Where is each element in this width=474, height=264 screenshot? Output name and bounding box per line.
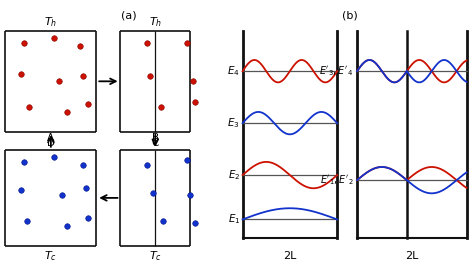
Text: $E'_3,E'_4$: $E'_3,E'_4$ <box>319 64 353 78</box>
Text: $T_h$: $T_h$ <box>149 16 162 29</box>
Text: 2L: 2L <box>405 251 419 261</box>
Text: $E_4$: $E_4$ <box>228 64 240 78</box>
Text: $T_c$: $T_c$ <box>149 249 162 263</box>
Text: $E_3$: $E_3$ <box>228 116 240 130</box>
Text: A: A <box>47 133 55 143</box>
Text: B: B <box>152 133 159 143</box>
Text: $T_c$: $T_c$ <box>45 249 57 263</box>
Text: $T_h$: $T_h$ <box>44 16 57 29</box>
Text: $E_2$: $E_2$ <box>228 168 240 182</box>
Text: $E_1$: $E_1$ <box>228 213 240 226</box>
Text: C: C <box>152 139 159 148</box>
Text: $E'_1,E'_2$: $E'_1,E'_2$ <box>319 173 353 187</box>
Text: 2L: 2L <box>283 251 297 261</box>
Text: D: D <box>47 139 55 148</box>
Text: (b): (b) <box>342 10 357 20</box>
Text: (a): (a) <box>121 10 137 20</box>
